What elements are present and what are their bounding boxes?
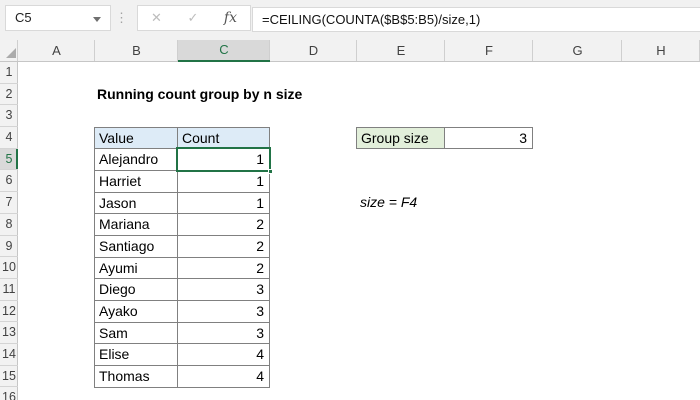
row-header-6[interactable]: 6 [0, 170, 18, 193]
name-box-value: C5 [15, 10, 32, 25]
row-header-3[interactable]: 3 [0, 105, 18, 128]
worksheet[interactable]: Running count group by n size Value Count… [18, 62, 700, 400]
group-size-label-cell[interactable]: Group size [357, 127, 445, 150]
row-header-4[interactable]: 4 [0, 127, 18, 149]
row-header-15[interactable]: 15 [0, 366, 18, 388]
row-headers: 1 2 3 4 5 6 7 8 9 10 11 12 13 14 15 16 [0, 62, 18, 400]
row-header-11[interactable]: 11 [0, 279, 18, 301]
cell-B11[interactable]: Diego [95, 279, 178, 302]
column-header-C[interactable]: C [178, 40, 270, 62]
cell-C14[interactable]: 4 [178, 344, 270, 367]
row-header-5[interactable]: 5 [0, 148, 18, 171]
chevron-down-icon[interactable] [93, 17, 101, 22]
cell-C6[interactable]: 1 [178, 170, 270, 193]
group-size-value-cell[interactable]: 3 [445, 127, 533, 150]
column-header-B[interactable]: B [95, 40, 178, 62]
column-header-E[interactable]: E [357, 40, 445, 62]
data-table: Value Count Alejandro 1 Harriet 1 Jason 1 Marian… [94, 126, 270, 388]
row-header-9[interactable]: 9 [0, 236, 18, 258]
annotation-cell[interactable]: size = F4 [360, 194, 418, 211]
cancel-icon[interactable]: ✕ [151, 10, 162, 25]
row-header-8[interactable]: 8 [0, 214, 18, 236]
cell-B12[interactable]: Ayako [95, 301, 178, 323]
group-size-box: Group size 3 [356, 126, 533, 150]
cell-C8[interactable]: 2 [178, 214, 270, 237]
row-header-14[interactable]: 14 [0, 344, 18, 366]
enter-icon[interactable]: ✓ [187, 10, 199, 25]
cell-B6[interactable]: Harriet [95, 170, 178, 193]
column-header-H[interactable]: H [622, 40, 700, 62]
cell-B8[interactable]: Mariana [95, 214, 178, 237]
cell-C10[interactable]: 2 [178, 257, 270, 280]
cell-B14[interactable]: Elise [95, 344, 178, 367]
fill-handle[interactable] [268, 168, 273, 174]
cell-B4[interactable]: Value [95, 127, 178, 150]
row-header-7[interactable]: 7 [0, 192, 18, 214]
column-header-D[interactable]: D [270, 40, 357, 62]
cell-C9[interactable]: 2 [178, 236, 270, 258]
cell-B15[interactable]: Thomas [95, 366, 178, 388]
cell-B10[interactable]: Ayumi [95, 257, 178, 280]
row-header-2[interactable]: 2 [0, 84, 18, 106]
cell-B9[interactable]: Santiago [95, 236, 178, 258]
cell-C7[interactable]: 1 [178, 192, 270, 215]
cell-B5[interactable]: Alejandro [95, 149, 178, 171]
column-header-A[interactable]: A [18, 40, 95, 62]
cell-C5[interactable]: 1 [178, 149, 270, 171]
cell-C11[interactable]: 3 [178, 279, 270, 302]
cell-C13[interactable]: 3 [178, 322, 270, 345]
name-box[interactable]: C5 [5, 5, 111, 31]
insert-function-icon[interactable]: fx [223, 10, 237, 26]
select-all-button[interactable] [0, 40, 18, 62]
sheet-title-cell[interactable]: Running count group by n size [97, 85, 303, 102]
formula-buttons: ✕ ✓ fx [137, 5, 251, 31]
row-header-16[interactable]: 16 [0, 387, 18, 400]
select-all-triangle-icon [6, 48, 16, 58]
more-handle-icon: ⋮ [115, 10, 128, 25]
formula-input[interactable]: =CEILING(COUNTA($B$5:B5)/size,1) [252, 7, 700, 32]
formula-text: =CEILING(COUNTA($B$5:B5)/size,1) [262, 12, 481, 27]
formula-bar: C5 ⋮ ✕ ✓ fx =CEILING(COUNTA($B$5:B5)/siz… [0, 0, 700, 40]
row-header-13[interactable]: 13 [0, 322, 18, 344]
cell-C15[interactable]: 4 [178, 366, 270, 388]
column-header-F[interactable]: F [445, 40, 533, 62]
row-header-10[interactable]: 10 [0, 257, 18, 279]
cell-C12[interactable]: 3 [178, 301, 270, 323]
row-header-12[interactable]: 12 [0, 301, 18, 323]
cell-B7[interactable]: Jason [95, 192, 178, 215]
row-header-1[interactable]: 1 [0, 62, 18, 84]
cell-B13[interactable]: Sam [95, 322, 178, 345]
column-header-G[interactable]: G [533, 40, 622, 62]
cell-C4[interactable]: Count [178, 127, 270, 150]
